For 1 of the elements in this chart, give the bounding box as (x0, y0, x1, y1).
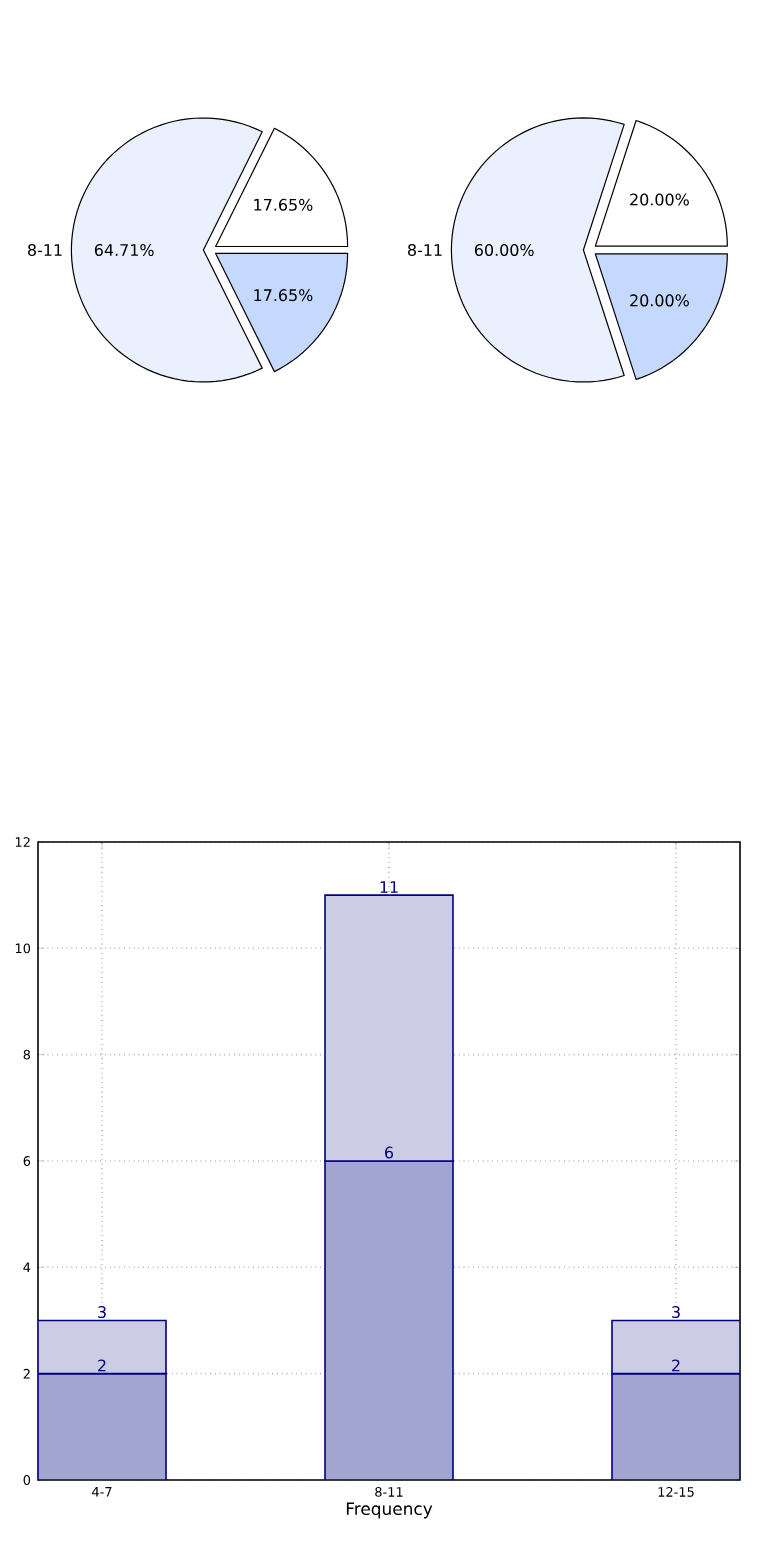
x-axis-title: Frequency (346, 1502, 433, 1519)
